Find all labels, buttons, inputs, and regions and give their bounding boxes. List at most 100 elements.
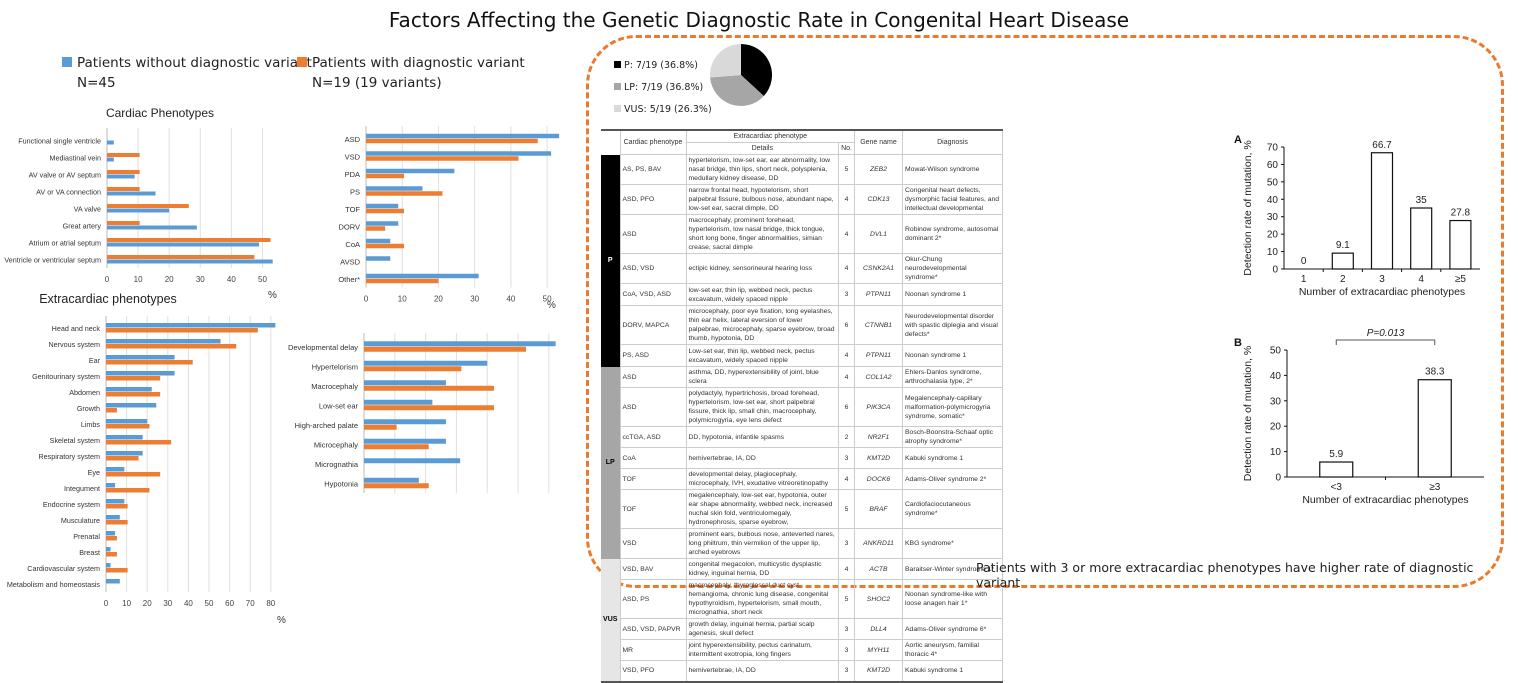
table-row: TOF megalencephaly, low-set ear, hypotoni… (601, 489, 1003, 529)
no-cell: 3 (838, 283, 855, 306)
bar (106, 552, 117, 557)
bar (107, 191, 156, 196)
extracardiac-phenotypes-chart: Extracardiac phenotypes 0 10 20 30 40 50 60 70 80… (7, 292, 286, 625)
bar (106, 360, 193, 365)
category-label: Atrium or atrial septum (29, 239, 101, 248)
tick-label: 80 (266, 599, 275, 608)
category-label: CoA (345, 240, 360, 249)
legend-label: Patients without diagnostic variant (77, 55, 312, 71)
category-label: Integument (64, 484, 100, 493)
no-cell: 4 (838, 253, 855, 284)
category-label: Growth (77, 404, 100, 413)
bar (364, 405, 495, 411)
pie-legend: P: 7/19 (36.8%) LP: 7/19 (36.8%) VUS: 5/… (614, 55, 712, 121)
legend-swatch-orange (297, 57, 307, 67)
bar (106, 568, 128, 573)
details-cell: microcephaly, poor eye fixation, long ey… (685, 305, 840, 345)
bar (364, 341, 556, 347)
y-tick-label: 30 (1267, 212, 1279, 223)
table-row: VUS VSD, BAV congenital megacolon, multicy… (601, 558, 1003, 682)
category-label: PS (350, 187, 360, 196)
axis-unit-label: % (268, 290, 277, 301)
tick-label: 30 (470, 295, 479, 304)
details-cell: joint hyperextensibility, pectus carinat… (685, 639, 840, 661)
cardiac-cell: AS, PS, BAV (619, 154, 687, 185)
details-cell: DD, hypotonia, infantile spasms (685, 426, 840, 448)
col-extracardiac: Extracardiac phenotype (685, 129, 855, 143)
bar (107, 255, 255, 259)
footer-conclusion: Patients with 3 or more extracardiac phe… (976, 560, 1474, 590)
table-row: PS, ASD Low-set ear, thin lip, webbed nec… (601, 344, 1003, 367)
category-label: Great artery (63, 222, 102, 231)
category-label: Prenatal (73, 532, 100, 541)
gene-cell: PTPN11 (854, 283, 903, 306)
x-tick-label: ≥5 (1455, 274, 1466, 285)
bar (1410, 207, 1433, 270)
variant-table: Cardiac phenotype Extracardiac phenotype… (601, 129, 1003, 683)
category-label: Mediastinal vein (49, 154, 101, 163)
legend-without: Patients without diagnostic variant N=45 (62, 53, 312, 93)
category-label: Nervous system (48, 340, 100, 349)
details-cell: low-set ear, thin lip, webbed neck, pect… (685, 283, 840, 306)
category-label: Microcephaly (314, 440, 358, 449)
category-label: High-arched palate (295, 421, 358, 430)
bar (364, 477, 419, 483)
col-no: No. (838, 142, 855, 155)
cardiac-cell: VSD, PFO (619, 660, 687, 682)
bar (106, 563, 111, 568)
no-cell: 2 (838, 426, 855, 448)
x-tick-label: 1 (1301, 274, 1307, 285)
bar (366, 191, 443, 196)
no-cell: 6 (838, 305, 855, 345)
bar (366, 173, 405, 179)
chart-title: Cardiac Phenotypes (106, 106, 214, 120)
data-label: 9.1 (1336, 240, 1350, 251)
pie-slice-lp (710, 75, 764, 106)
details-cell: megalencephaly, low-set ear, hypotonia, … (685, 489, 840, 529)
cardiac-cell: VSD, BAV (619, 558, 687, 580)
y-tick-label: 10 (1270, 447, 1282, 458)
bar (107, 140, 114, 145)
table-row: ASD macrocephaly, prominent forehead, hyp… (601, 214, 1003, 254)
bar (106, 376, 161, 381)
data-label: 0 (1301, 256, 1307, 267)
data-label: 66.7 (1372, 140, 1392, 151)
p-value-annotation: P=0.013 (1367, 328, 1405, 339)
bar (364, 483, 429, 489)
category-label: Breast (79, 548, 100, 557)
bar (106, 488, 150, 493)
bar (364, 444, 429, 450)
cardiac-cell: ASD (619, 214, 687, 254)
details-cell: growth delay, inguinal hernia, partial s… (685, 618, 840, 640)
category-label: Hypertelorism (312, 362, 358, 371)
diagnosis-cell: Robinow syndrome, autosomal dominant 2* (902, 214, 1003, 254)
bar (364, 380, 446, 386)
cardiac-cell: ccTGA, ASD (619, 426, 687, 448)
details-cell: hemivertebrae, IA, DD (685, 447, 840, 469)
bar (106, 371, 175, 376)
bar (106, 419, 148, 424)
table-row: TOF developmental delay, plagiocephaly, m… (601, 468, 1003, 490)
y-tick-label: 20 (1270, 422, 1282, 433)
bar (366, 168, 455, 174)
category-label: VA valve (74, 205, 101, 214)
category-label: TOF (345, 205, 360, 214)
tick-label: 0 (104, 599, 109, 608)
bar (106, 435, 143, 440)
bar (106, 392, 161, 397)
bar (366, 243, 405, 249)
no-cell: 3 (838, 447, 855, 469)
diagnosis-cell: Kabuki syndrome 1 (902, 660, 1003, 682)
bar (366, 151, 552, 156)
significance-bracket (1335, 339, 1436, 345)
details-cell: ectipic kidney, sensorineural hearing lo… (685, 253, 840, 284)
no-cell: 5 (838, 154, 855, 185)
bar (106, 440, 172, 445)
highlight-dashed-box (586, 35, 1504, 588)
bar (106, 424, 150, 429)
no-cell: 3 (838, 528, 855, 559)
bar (366, 256, 391, 261)
cardiac-cell: ASD, VSD, PAPVR (619, 618, 687, 640)
diagnosis-cell: Adams-Oliver syndrome 6* (902, 618, 1003, 640)
bar (106, 536, 117, 541)
